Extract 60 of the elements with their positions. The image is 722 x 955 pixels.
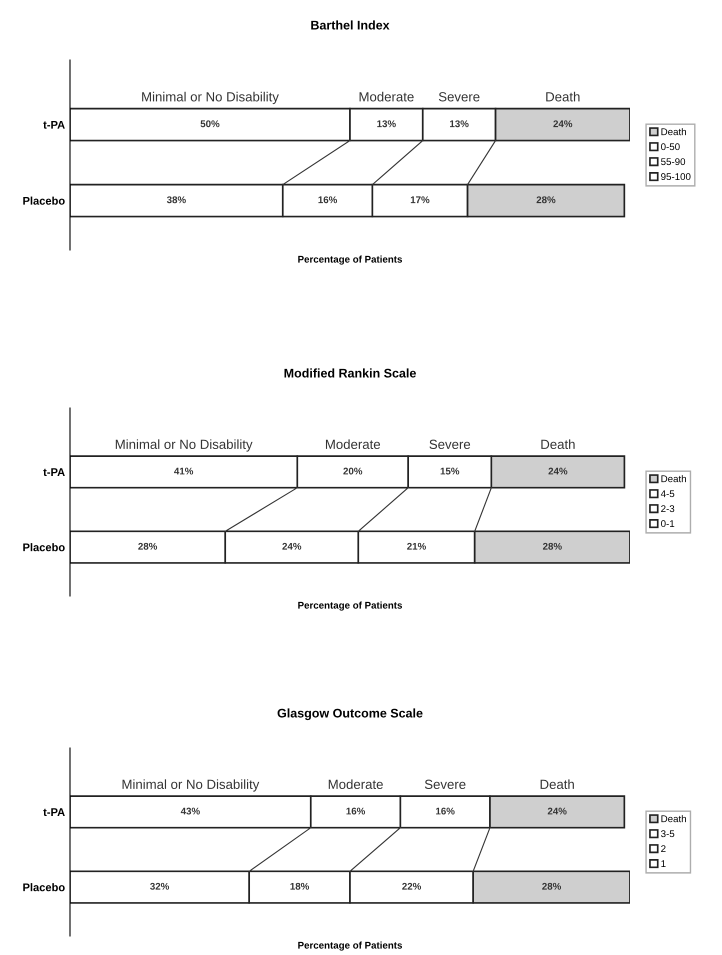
y-tick-label: t-PA: [43, 120, 65, 129]
data-label: 21%: [407, 542, 426, 550]
legend-label: 55-90: [661, 158, 686, 166]
data-label: 24%: [548, 808, 567, 815]
legend-label: 2: [661, 845, 666, 852]
annotation: Severe: [438, 92, 480, 102]
legend-label: Death: [661, 475, 686, 482]
annotation: Death: [540, 779, 574, 790]
data-label: 20%: [343, 468, 362, 475]
data-label: 13%: [450, 120, 469, 128]
chart-title: Modified Rankin Scale: [284, 368, 416, 378]
data-label: 28%: [536, 196, 556, 204]
legend-label: 4-5: [660, 490, 674, 498]
annotation: Minimal or No Disability: [142, 92, 279, 104]
legend-label: 3-5: [661, 830, 674, 838]
y-tick-label: t-PA: [43, 468, 65, 476]
legend-label: 0-50: [661, 143, 680, 150]
data-label: 13%: [377, 120, 396, 128]
data-label: 43%: [180, 808, 200, 815]
annotation: Severe: [429, 440, 470, 450]
chart-title: Barthel Index: [311, 20, 390, 30]
annotation: Minimal or No Disability: [122, 779, 260, 792]
y-tick-label: Placebo: [23, 883, 65, 892]
legend-label: 95-100: [661, 173, 691, 180]
data-label: 16%: [436, 808, 455, 815]
annotation: Death: [541, 439, 575, 450]
data-label: 38%: [166, 196, 186, 204]
legend-label: 0-1: [661, 520, 674, 528]
x-axis-title: Percentage of Patients: [298, 602, 402, 611]
annotation: Minimal or No Disability: [116, 439, 253, 452]
legend-label: Death: [661, 815, 686, 822]
data-label: 22%: [402, 882, 422, 890]
annotation: Moderate: [326, 439, 380, 450]
legend-label: Death: [661, 128, 686, 136]
data-label: 17%: [410, 196, 430, 204]
y-tick-label: Placebo: [23, 543, 65, 552]
data-label: 24%: [553, 120, 572, 128]
annotation: Severe: [424, 780, 466, 790]
data-label: 24%: [548, 468, 568, 475]
x-axis-title: Percentage of Patients: [298, 256, 402, 265]
data-label: 28%: [542, 542, 562, 550]
data-label: 32%: [150, 882, 170, 890]
data-label: 28%: [138, 542, 158, 550]
x-axis-title: Percentage of Patients: [298, 942, 402, 951]
y-tick-label: t-PA: [43, 808, 65, 816]
chart-title: Glasgow Outcome Scale: [278, 708, 423, 720]
data-label: 16%: [346, 808, 366, 815]
y-tick-label: Placebo: [23, 196, 65, 205]
data-label: 24%: [282, 542, 302, 550]
data-label: 28%: [542, 882, 562, 890]
annotation: Moderate: [328, 779, 383, 790]
data-label: 15%: [440, 468, 460, 475]
data-label: 50%: [200, 120, 220, 128]
legend-label: 1: [661, 860, 666, 867]
data-label: 18%: [290, 882, 310, 890]
legend-label: 2-3: [661, 505, 674, 512]
data-label: 16%: [318, 196, 338, 204]
data-label: 41%: [174, 468, 194, 475]
annotation: Death: [546, 92, 580, 102]
annotation: Moderate: [360, 92, 414, 102]
